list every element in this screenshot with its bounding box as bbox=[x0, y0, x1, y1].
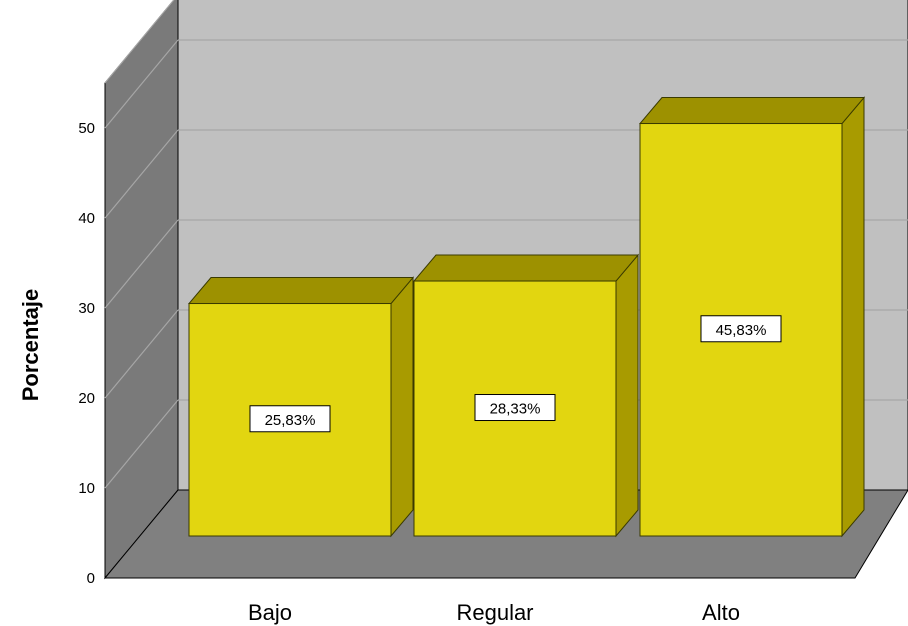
x-category-label: Bajo bbox=[248, 600, 292, 625]
data-label-box bbox=[700, 315, 782, 343]
gridline-side bbox=[104, 39, 179, 129]
data-label: 28,33% bbox=[474, 394, 556, 422]
bar-side bbox=[841, 96, 865, 538]
gridline-side bbox=[104, 129, 179, 219]
y-tick-label: 30 bbox=[78, 300, 95, 317]
x-category-label: Regular bbox=[456, 600, 533, 625]
data-label: 25,83% bbox=[249, 405, 331, 433]
data-label-box bbox=[474, 394, 556, 422]
gridline-side bbox=[104, 219, 179, 309]
bars: 25,83% 28,33% 45,83% bbox=[187, 96, 866, 538]
x-category-label: Alto bbox=[702, 600, 740, 625]
bar-alto: 45,83% bbox=[638, 96, 866, 538]
y-tick-label: 0 bbox=[87, 570, 95, 587]
bar-top bbox=[638, 97, 866, 125]
y-tick-label: 10 bbox=[78, 480, 95, 497]
bar-bajo: 25,83% bbox=[187, 276, 415, 538]
gridline-side bbox=[104, 0, 175, 84]
data-label-text: 45,83% bbox=[716, 322, 767, 339]
data-label: 45,83% bbox=[700, 315, 782, 343]
y-tick-label: 20 bbox=[78, 390, 95, 407]
y-tick-label: 40 bbox=[78, 210, 95, 227]
y-tick-label: 50 bbox=[78, 120, 95, 137]
y-axis-ticks: 0 10 20 30 40 50 bbox=[78, 120, 95, 587]
data-label-box bbox=[249, 405, 331, 433]
data-label-text: 25,83% bbox=[265, 412, 316, 429]
y-axis-title: Porcentaje bbox=[18, 289, 43, 402]
side-wall bbox=[104, 0, 179, 580]
x-axis-categories: Bajo Regular Alto bbox=[248, 600, 740, 625]
gridline-side bbox=[104, 309, 179, 399]
bar-regular: 28,33% bbox=[412, 253, 640, 538]
data-label-text: 28,33% bbox=[490, 401, 541, 418]
gridline-side bbox=[104, 399, 179, 489]
bar-side bbox=[615, 253, 639, 538]
bar-top bbox=[412, 254, 640, 282]
bar-top bbox=[187, 277, 415, 305]
bar-side bbox=[390, 276, 414, 538]
